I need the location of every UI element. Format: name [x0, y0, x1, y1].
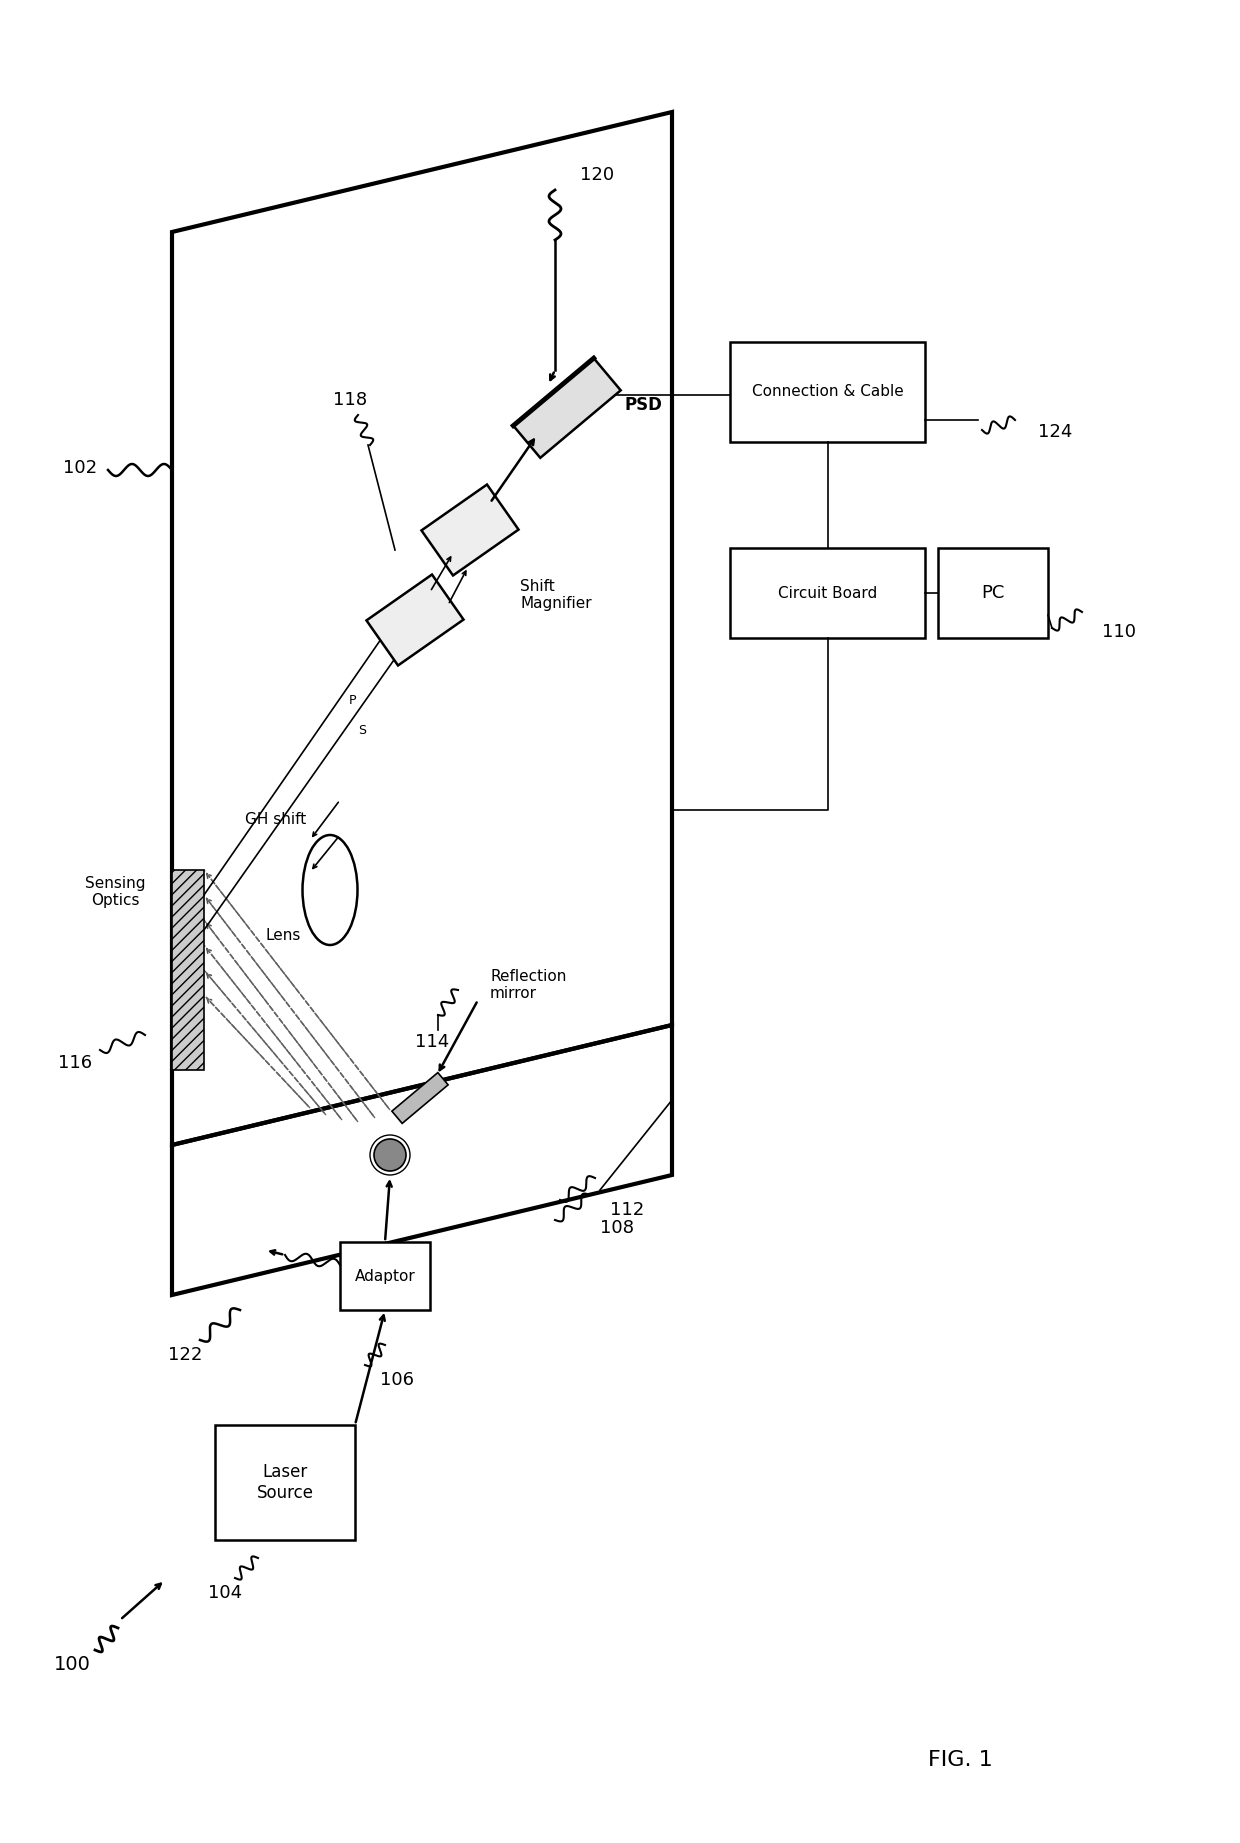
Text: 114: 114 — [415, 1032, 449, 1051]
Bar — [730, 547, 925, 638]
Text: Shift
Magnifier: Shift Magnifier — [520, 579, 591, 612]
Polygon shape — [392, 1073, 448, 1124]
Text: 116: 116 — [58, 1054, 92, 1073]
Text: P: P — [348, 693, 356, 706]
Text: Laser
Source: Laser Source — [257, 1463, 314, 1502]
Bar — [215, 1425, 355, 1541]
Text: Circuit Board: Circuit Board — [777, 586, 877, 601]
Text: FIG. 1: FIG. 1 — [928, 1751, 992, 1769]
Text: 124: 124 — [1038, 424, 1073, 440]
Bar — [172, 870, 205, 1071]
Text: Reflection
mirror: Reflection mirror — [490, 969, 567, 1001]
Text: Connection & Cable: Connection & Cable — [751, 385, 904, 400]
Text: 118: 118 — [332, 391, 367, 409]
Text: 110: 110 — [1102, 623, 1136, 641]
Text: PSD: PSD — [625, 396, 663, 415]
Polygon shape — [422, 485, 518, 575]
Text: 100: 100 — [53, 1655, 91, 1675]
Text: S: S — [358, 724, 366, 737]
Text: 108: 108 — [600, 1218, 634, 1237]
Text: 120: 120 — [580, 166, 614, 184]
Text: 122: 122 — [167, 1345, 202, 1364]
Circle shape — [374, 1139, 405, 1170]
Text: Sensing
Optics: Sensing Optics — [84, 875, 145, 909]
Text: 106: 106 — [379, 1371, 414, 1390]
Text: Lens: Lens — [265, 927, 300, 942]
Text: 104: 104 — [208, 1583, 242, 1602]
Bar — [937, 547, 1048, 638]
Text: Adaptor: Adaptor — [355, 1268, 415, 1283]
Text: 112: 112 — [610, 1202, 645, 1218]
Text: GH shift: GH shift — [246, 813, 306, 828]
Text: 102: 102 — [63, 459, 97, 477]
Polygon shape — [513, 358, 621, 457]
Bar — [340, 1242, 430, 1310]
Polygon shape — [367, 575, 464, 665]
Bar — [730, 343, 925, 442]
Text: PC: PC — [981, 584, 1004, 603]
